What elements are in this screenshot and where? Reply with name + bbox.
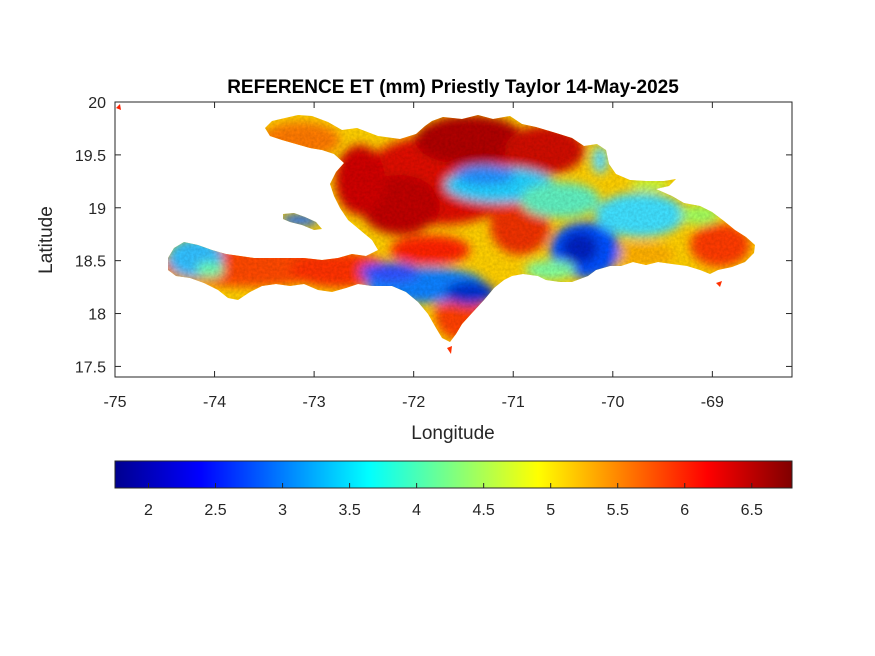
axes-box xyxy=(114,101,793,378)
et-field xyxy=(168,115,755,342)
colorbar-tick-label: 3 xyxy=(278,502,287,519)
x-axis-label: Longitude xyxy=(411,423,494,444)
y-tick-label: 20 xyxy=(88,95,106,112)
colorbar-tick-label: 3.5 xyxy=(338,502,360,519)
y-tick-label: 17.5 xyxy=(75,359,106,376)
colorbar-ticks: 2 2.5 3 3.5 4 4.5 5 5.5 6 6.5 xyxy=(144,483,763,519)
x-tick-label: -74 xyxy=(203,394,226,411)
x-axis-ticks: -75 -74 -73 -72 -71 -70 -69 xyxy=(103,102,724,411)
y-tick-label: 19.5 xyxy=(75,148,106,165)
et-map xyxy=(116,104,755,354)
colorbar-tick-label: 5.5 xyxy=(607,502,629,519)
colorbar: 2 2.5 3 3.5 4 4.5 5 5.5 6 6.5 xyxy=(114,460,793,519)
y-tick-label: 19 xyxy=(88,201,106,218)
x-tick-label: -72 xyxy=(402,394,425,411)
colorbar-gradient xyxy=(114,460,793,489)
colorbar-tick-label: 5 xyxy=(546,502,555,519)
colorbar-tick-label: 4 xyxy=(412,502,421,519)
x-tick-label: -70 xyxy=(601,394,624,411)
colorbar-tick-label: 4.5 xyxy=(473,502,495,519)
y-axis-label: Latitude xyxy=(36,206,57,274)
y-tick-label: 18.5 xyxy=(75,254,106,271)
colorbar-tick-label: 6 xyxy=(680,502,689,519)
x-tick-label: -71 xyxy=(502,394,525,411)
y-axis-ticks: 17.5 18 18.5 19 19.5 20 xyxy=(75,95,792,376)
colorbar-tick-label: 2.5 xyxy=(204,502,226,519)
colorbar-tick-label: 2 xyxy=(144,502,153,519)
chart-title: REFERENCE ET (mm) Priestly Taylor 14-May… xyxy=(227,77,679,98)
colorbar-tick-label: 6.5 xyxy=(741,502,763,519)
y-tick-label: 18 xyxy=(88,307,106,324)
x-tick-label: -75 xyxy=(103,394,126,411)
x-tick-label: -69 xyxy=(701,394,724,411)
x-tick-label: -73 xyxy=(303,394,326,411)
